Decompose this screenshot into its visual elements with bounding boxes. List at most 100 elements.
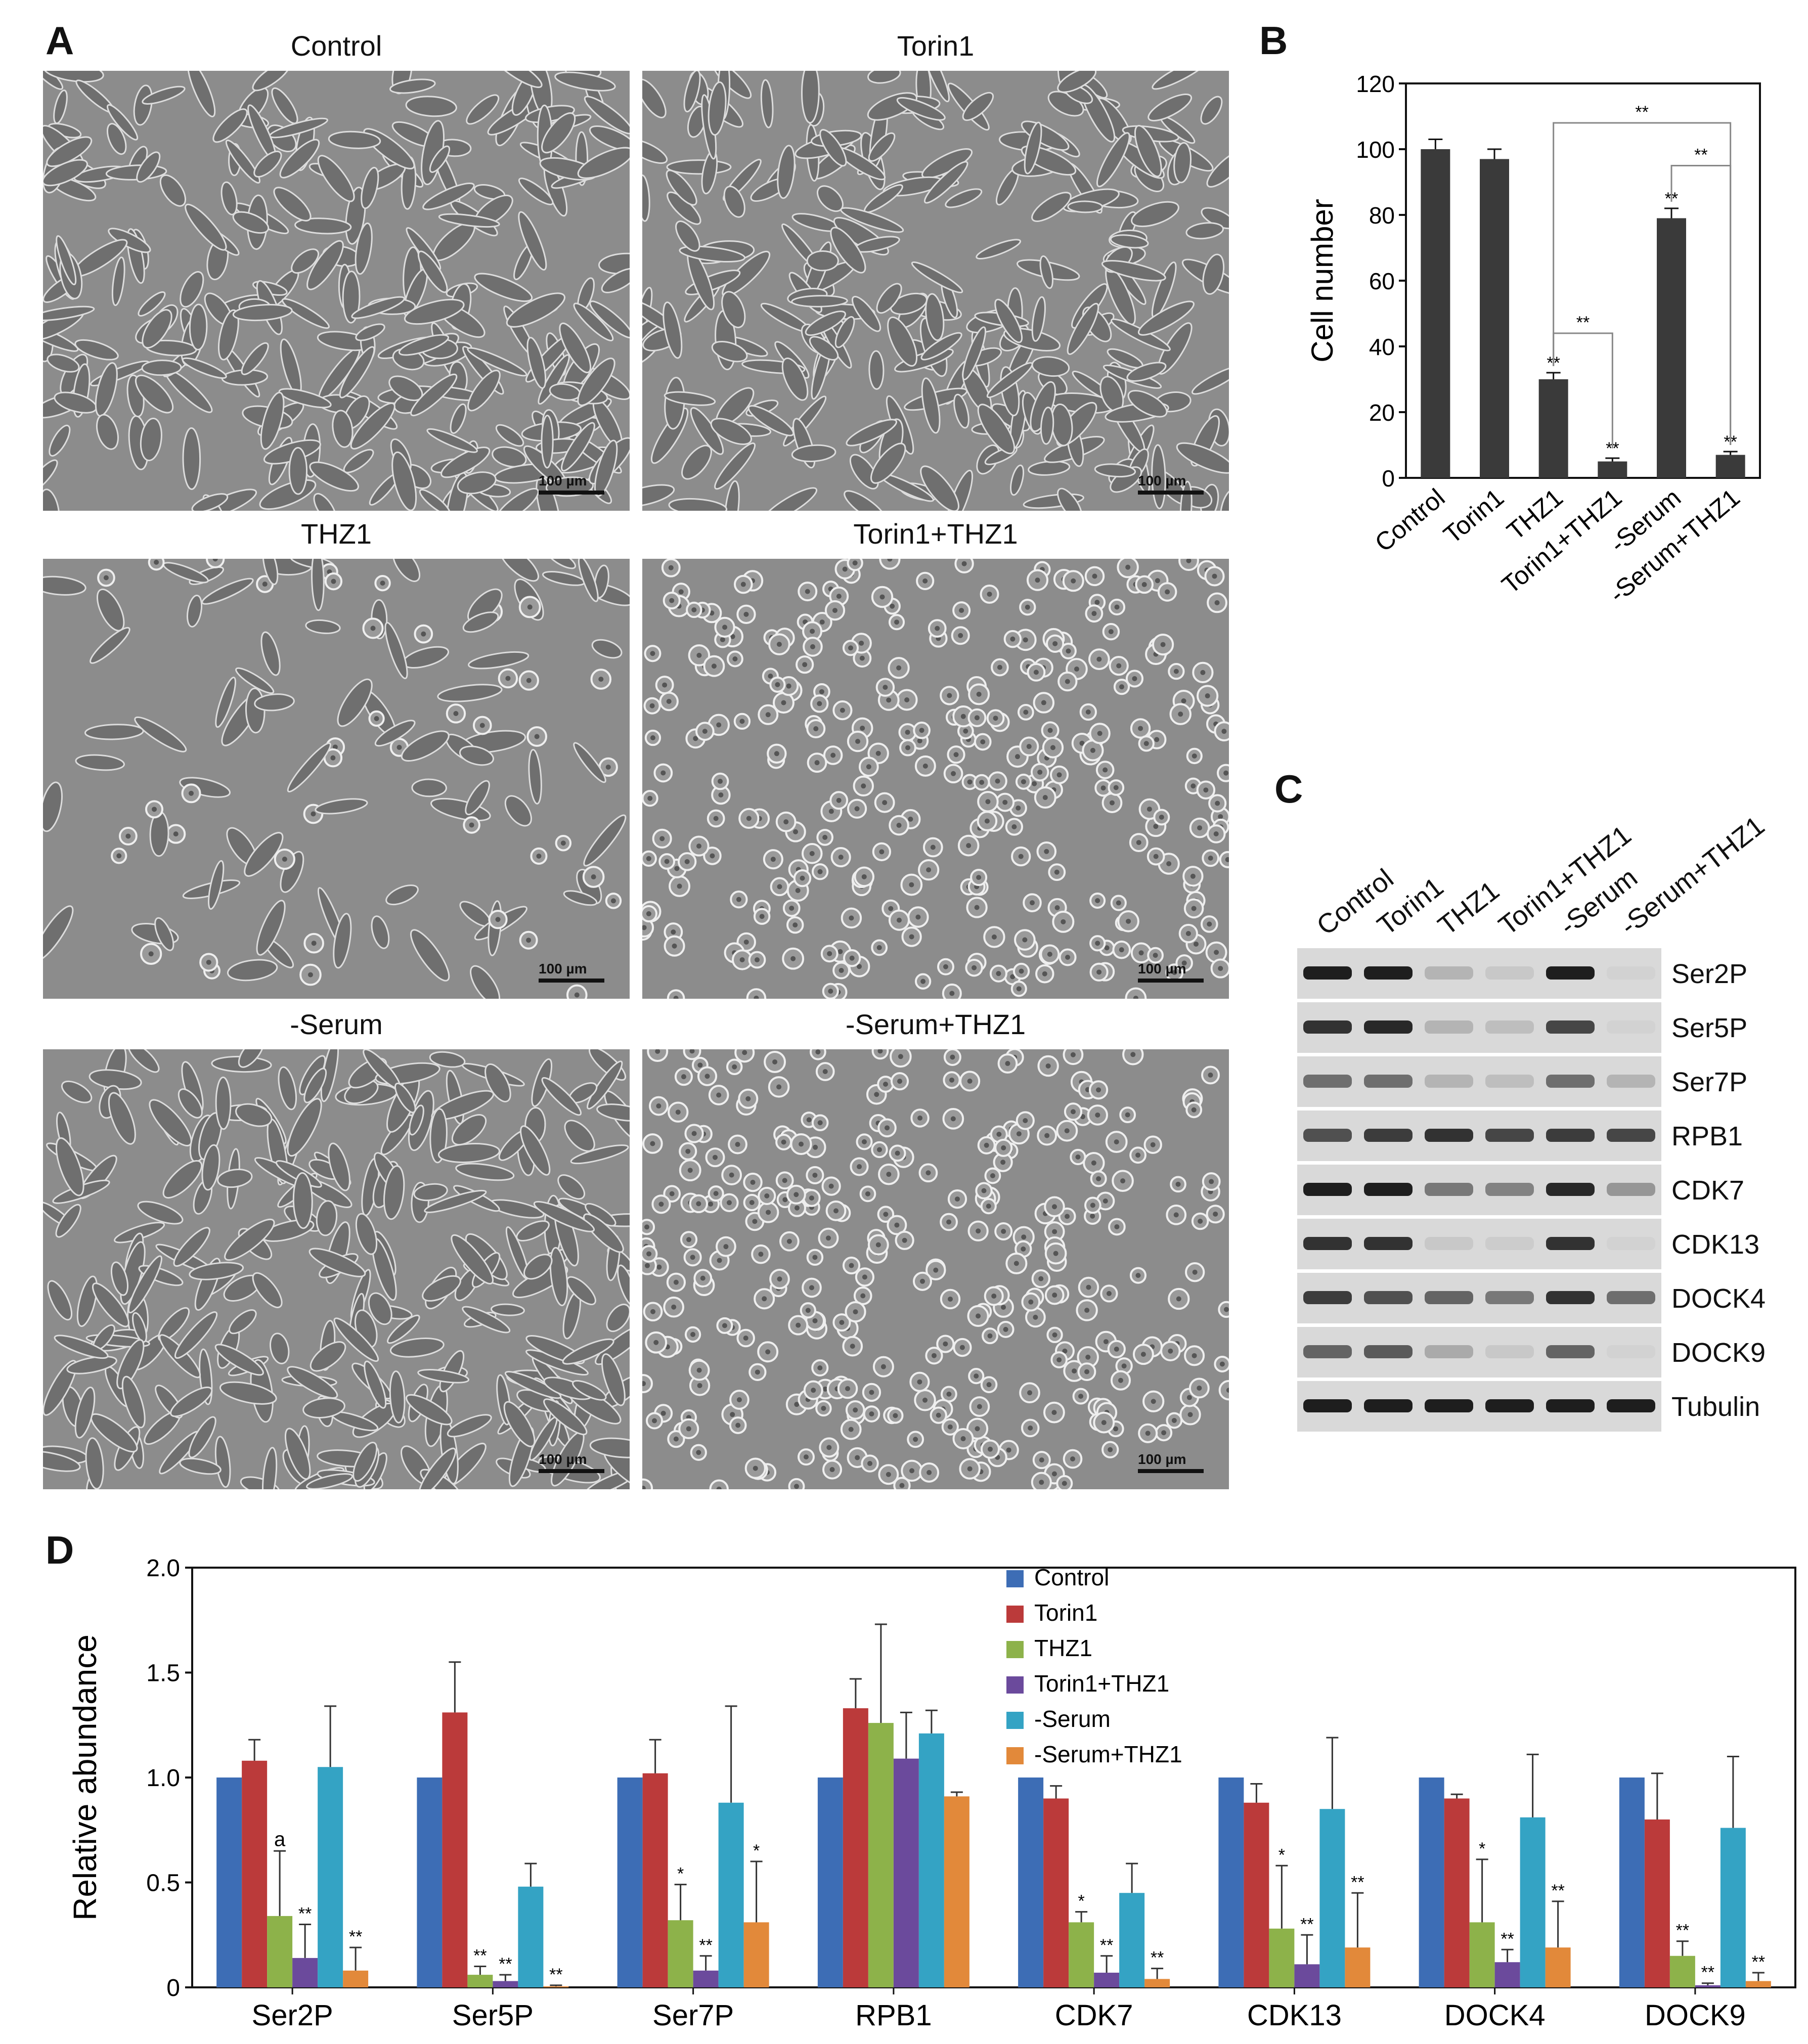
cell-nucleus — [173, 831, 179, 837]
spread-cell — [587, 1060, 623, 1109]
spread-cell — [714, 442, 756, 490]
spread-cell — [601, 268, 630, 293]
cell-nucleus — [931, 1353, 937, 1358]
cell-nucleus — [656, 1103, 662, 1109]
spread-cell — [131, 1312, 147, 1343]
cell-nucleus — [1198, 1218, 1203, 1224]
blot-band — [1425, 1399, 1473, 1412]
cell-nucleus — [1215, 801, 1220, 806]
cell-nucleus — [812, 1255, 818, 1260]
spread-cell — [333, 913, 352, 969]
x-tick-label: DOCK4 — [1444, 1999, 1546, 2032]
spread-cell — [492, 446, 527, 468]
cell-nucleus — [1214, 950, 1219, 955]
cell-nucleus — [1103, 1198, 1108, 1204]
bar — [1444, 1798, 1470, 1987]
cell-nucleus — [1168, 1348, 1173, 1354]
spread-cell — [106, 123, 127, 155]
bar — [918, 1733, 944, 1987]
rounded-cell — [1125, 987, 1147, 999]
spread-cell — [1094, 463, 1136, 478]
spread-cell — [583, 814, 627, 867]
cell-nucleus — [1051, 1204, 1057, 1210]
cell-nucleus — [1047, 951, 1052, 957]
legend-label: -Serum — [1034, 1706, 1111, 1732]
blot-band — [1607, 1129, 1655, 1142]
cell-nucleus — [922, 763, 928, 769]
spread-cell — [1057, 71, 1097, 93]
blot-band — [1303, 966, 1352, 980]
spread-cell — [791, 444, 836, 462]
cell-nucleus — [896, 823, 902, 828]
cell-nucleus — [1023, 709, 1029, 715]
cell-nucleus — [849, 955, 855, 961]
cell-nucleus — [866, 764, 871, 770]
legend-swatch — [1006, 1570, 1024, 1587]
cell-nucleus — [206, 959, 211, 965]
cell-nucleus — [1133, 995, 1138, 999]
spread-cell — [238, 1049, 264, 1068]
cell-nucleus — [817, 1120, 823, 1126]
spread-cell — [385, 884, 419, 906]
x-tick-label: DOCK9 — [1645, 1999, 1746, 2032]
cell-nucleus — [650, 735, 655, 741]
blot-band — [1425, 1129, 1473, 1142]
rounded-cell — [879, 559, 901, 570]
cell-nucleus — [1044, 849, 1049, 854]
cell-nucleus — [307, 972, 313, 977]
cell-nucleus — [1016, 805, 1021, 811]
cell-nucleus — [776, 1084, 782, 1090]
cell-nucleus — [1054, 905, 1060, 910]
cell-nucleus — [796, 1322, 801, 1328]
spread-cell — [215, 677, 236, 728]
bar — [718, 1802, 744, 1987]
legend-label: -Serum+THZ1 — [1034, 1741, 1182, 1767]
bar — [944, 1796, 969, 1987]
spread-cell — [410, 929, 450, 982]
cell-nucleus — [766, 1210, 771, 1215]
cell-nucleus — [116, 853, 122, 859]
cell-nucleus — [681, 1074, 686, 1080]
cell-nucleus — [991, 1293, 997, 1299]
cell-nucleus — [886, 1172, 892, 1177]
cell-nucleus — [660, 770, 666, 776]
spread-cell — [394, 1082, 416, 1114]
spread-cell — [43, 1360, 77, 1416]
cell-nucleus — [909, 1468, 915, 1474]
cell-nucleus — [997, 664, 1002, 670]
blot-band — [1303, 1020, 1352, 1034]
micrograph-title: Torin1 — [897, 30, 975, 62]
spread-cell — [430, 797, 491, 822]
cell-nucleus — [708, 1202, 714, 1207]
blot-band — [1607, 1345, 1655, 1358]
cell-nucleus — [1208, 1072, 1213, 1078]
cell-nucleus — [125, 833, 131, 839]
cell-nucleus — [687, 1168, 693, 1173]
cell-nucleus — [987, 591, 992, 597]
blot-band — [1303, 1291, 1352, 1304]
cell-nucleus — [1050, 745, 1055, 750]
cell-nucleus — [673, 1279, 679, 1285]
cell-nucleus — [805, 589, 810, 594]
blot-band — [1546, 966, 1595, 980]
cell-nucleus — [1160, 642, 1166, 647]
cell-nucleus — [949, 1077, 954, 1083]
cell-nucleus — [768, 674, 773, 679]
cell-nucleus — [996, 1131, 1002, 1137]
cell-nucleus — [894, 619, 900, 625]
x-tick-label: CDK7 — [1055, 1999, 1133, 2032]
cell-nucleus — [829, 1467, 835, 1473]
cell-nucleus — [1085, 709, 1091, 715]
spread-cell — [332, 410, 354, 448]
cell-nucleus — [909, 934, 914, 940]
spread-cell — [417, 250, 448, 293]
cell-nucleus — [534, 734, 540, 739]
spread-cell — [256, 900, 286, 956]
spread-cell — [1202, 253, 1225, 295]
spread-cell — [462, 611, 499, 633]
spread-cell — [1131, 201, 1179, 228]
cell-nucleus — [857, 964, 862, 969]
spread-cell — [562, 1338, 614, 1365]
cell-nucleus — [1103, 1339, 1109, 1345]
cell-nucleus — [869, 1411, 874, 1417]
